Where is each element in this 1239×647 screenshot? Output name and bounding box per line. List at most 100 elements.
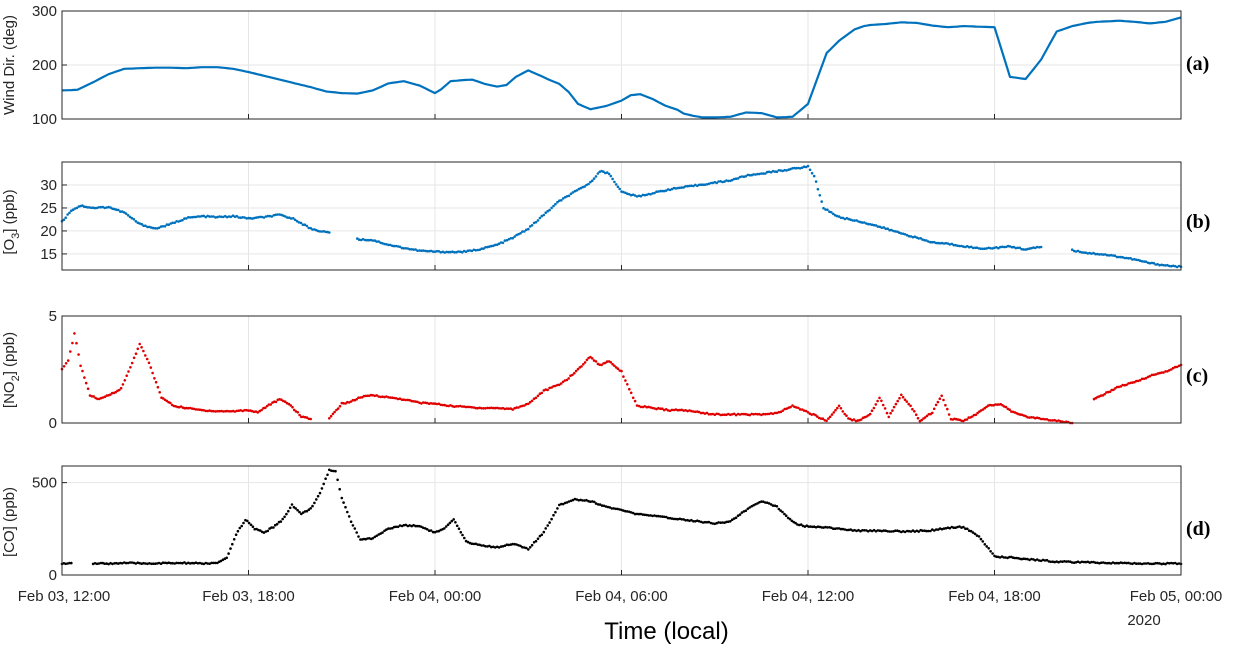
data-point [626, 383, 629, 386]
data-point [649, 406, 652, 409]
data-point [97, 206, 101, 209]
data-point [408, 248, 412, 251]
data-point [580, 365, 583, 368]
data-point [1094, 252, 1097, 256]
data-point [670, 408, 674, 412]
y-tick-label: 0 [49, 567, 57, 584]
data-point [431, 402, 435, 405]
data-point [239, 409, 242, 412]
data-point [381, 531, 384, 534]
data-point [886, 227, 889, 230]
data-point [1117, 385, 1121, 389]
data-point [925, 529, 928, 533]
data-point [188, 216, 192, 219]
data-point [1039, 559, 1043, 563]
data-point [212, 561, 215, 565]
y-tick-label: 100 [32, 111, 57, 128]
data-point [886, 530, 889, 533]
data-point [425, 528, 429, 531]
data-point [492, 406, 495, 410]
data-point [478, 248, 482, 252]
data-point [1053, 560, 1056, 564]
data-point [576, 367, 580, 371]
data-point [661, 189, 664, 193]
data-point [767, 412, 771, 416]
data-point [932, 407, 936, 411]
data-point [125, 374, 128, 378]
data-point [849, 528, 852, 531]
data-point [69, 350, 72, 353]
data-point [540, 214, 544, 218]
data-point [346, 510, 349, 514]
data-point [1043, 418, 1047, 421]
data-point [198, 215, 202, 218]
data-point [1002, 245, 1006, 249]
data-point [732, 412, 736, 416]
data-point [534, 396, 538, 400]
data-point [127, 370, 130, 373]
data-point [300, 512, 303, 516]
data-point [507, 543, 511, 547]
panel-label: (c) [1186, 365, 1208, 387]
data-point [699, 411, 703, 415]
data-point [425, 249, 429, 253]
data-point [449, 404, 452, 407]
data-point [985, 247, 988, 250]
data-point [835, 527, 839, 530]
data-point [1103, 392, 1106, 396]
data-point [666, 516, 670, 520]
data-point [857, 220, 860, 223]
data-point [62, 218, 66, 222]
data-point [890, 228, 893, 232]
data-point [188, 406, 192, 410]
data-point [966, 527, 969, 531]
data-point [266, 214, 270, 218]
data-point [519, 544, 522, 548]
panel-c: 0 5 [NO2] (ppb) (c) [1, 308, 1208, 432]
data-point [569, 192, 573, 196]
data-point [977, 535, 981, 538]
data-point [616, 507, 619, 511]
data-point [639, 194, 643, 198]
data-point [903, 530, 907, 534]
data-point [1131, 258, 1134, 261]
data-point [699, 183, 703, 186]
data-point [501, 241, 505, 245]
data-point [680, 518, 683, 521]
data-point [336, 478, 339, 482]
x-tick-label: Feb 04, 00:00 [389, 588, 482, 605]
data-point [898, 396, 901, 400]
data-point [907, 234, 911, 238]
panel-b: 15 20 25 30 [O3] (ppb) (b) [1, 161, 1210, 271]
data-point [954, 526, 957, 529]
data-point [377, 240, 381, 243]
data-point [521, 404, 524, 408]
data-point [773, 170, 777, 173]
y-tick-label: 500 [32, 475, 57, 492]
data-point [144, 562, 147, 565]
data-point [649, 193, 652, 196]
data-point [493, 406, 497, 410]
data-point [1065, 560, 1068, 563]
data-point [1148, 562, 1152, 566]
data-point [934, 528, 938, 531]
data-point [536, 394, 540, 398]
data-point [760, 500, 763, 503]
data-point [820, 200, 823, 203]
data-point [717, 521, 720, 524]
data-point [548, 208, 551, 212]
data-point [204, 409, 208, 413]
data-point [234, 533, 238, 536]
data-point [402, 523, 406, 527]
data-point [567, 377, 570, 380]
data-point [560, 199, 563, 202]
data-point [280, 213, 283, 217]
data-point [188, 562, 192, 565]
data-point [571, 498, 575, 502]
data-point [1154, 263, 1157, 266]
data-point [1090, 560, 1093, 564]
data-point [600, 504, 604, 507]
data-point [594, 502, 598, 505]
data-point [77, 353, 80, 356]
data-point [870, 529, 874, 533]
